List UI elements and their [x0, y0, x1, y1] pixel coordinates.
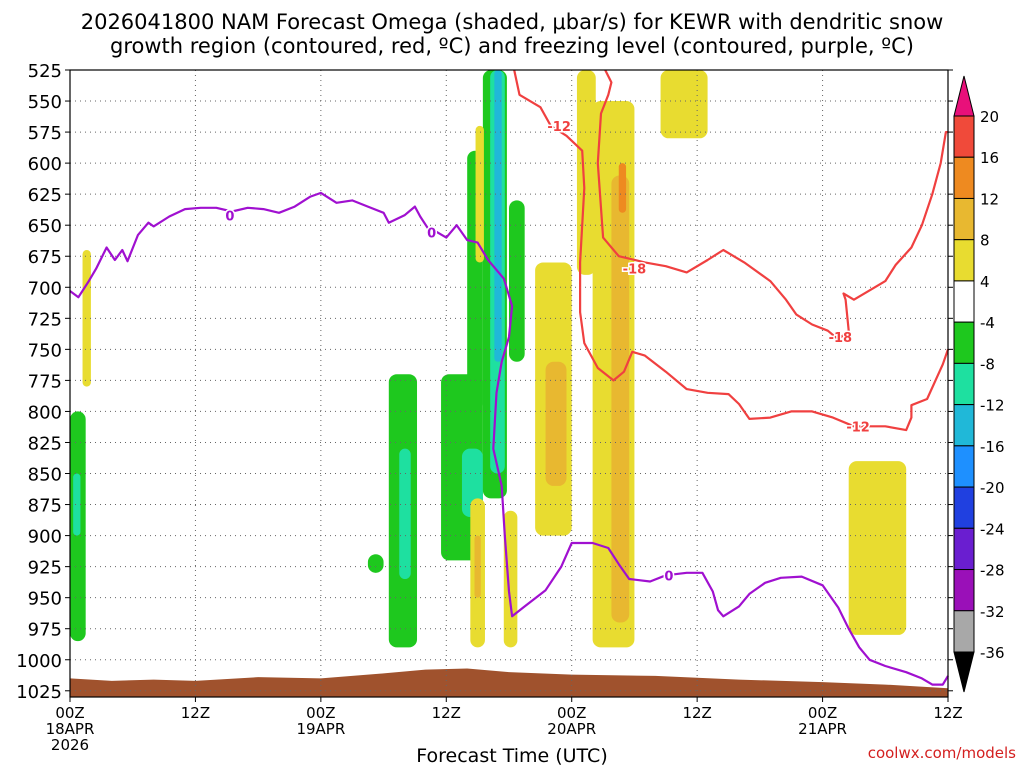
colorbar-box — [953, 527, 975, 571]
colorbar-label: 16 — [980, 149, 999, 167]
contour-labels: 0 0 0 -12 -18 -18 -12 — [224, 118, 871, 585]
y-tick-label: 925 — [28, 558, 62, 579]
contour-label: 0 — [225, 209, 234, 224]
x-tick-date: 19APR — [296, 720, 345, 738]
y-tick-label: 775 — [28, 371, 62, 392]
axes: 525 550 575 600 625 650 675 700 725 750 775 800 825 8… — [16, 61, 963, 754]
terrain-fill — [70, 668, 948, 697]
x-axis-title: Forecast Time (UTC) — [416, 745, 608, 767]
contour-label: -12 — [846, 420, 870, 435]
y-tick-label: 700 — [28, 278, 62, 299]
omega-cell — [618, 163, 627, 213]
x-tick-label: 12Z — [432, 704, 461, 722]
chart-title-line-1: 2026041800 NAM Forecast Omega (shaded, μ… — [80, 10, 944, 34]
omega-cell — [509, 200, 525, 362]
credit-text: coolwx.com/models — [867, 744, 1016, 762]
colorbar-label: -4 — [980, 314, 995, 332]
x-tick-date: 21APR — [798, 720, 847, 738]
colorbar-label: -12 — [980, 397, 1005, 415]
y-tick-label: 1025 — [16, 682, 62, 703]
x-tick-date: 20APR — [547, 720, 596, 738]
dgz-contour — [596, 69, 948, 341]
omega-cell — [660, 70, 708, 139]
y-tick-label: 575 — [28, 123, 62, 144]
omega-cell — [545, 361, 567, 486]
colorbar-box — [953, 404, 975, 447]
contour-lines — [69, 69, 950, 686]
colorbar-label: 8 — [980, 232, 990, 250]
y-tick-label: 550 — [28, 92, 62, 113]
contour-label: -12 — [547, 120, 571, 135]
x-tick-label: 12Z — [933, 704, 962, 722]
colorbar-label: 4 — [980, 273, 990, 291]
omega-cell — [848, 461, 907, 635]
colorbar-label: -8 — [980, 355, 995, 373]
y-tick-label: 625 — [28, 185, 62, 206]
colorbar-label: -36 — [980, 644, 1005, 662]
colorbar-label: 20 — [980, 108, 999, 126]
x-tick-label: 00Z — [55, 704, 84, 722]
colorbar-box — [953, 321, 975, 364]
colorbar-label: -16 — [980, 438, 1005, 456]
colorbar-box — [953, 197, 975, 241]
colorbar-label: -28 — [980, 562, 1005, 580]
y-tick-label: 600 — [28, 154, 62, 175]
colorbar-arrow-top — [953, 75, 975, 117]
y-tick-label: 650 — [28, 216, 62, 237]
colorbar-box — [953, 445, 975, 488]
y-tick-label: 975 — [28, 620, 62, 641]
y-tick-label: 950 — [28, 589, 62, 610]
omega-cell — [503, 510, 518, 648]
contour-label: 0 — [427, 227, 436, 242]
y-tick-label: 525 — [28, 61, 62, 82]
x-tick-label: 00Z — [306, 704, 335, 722]
colorbar: 20 16 12 8 4 -4 -8 -12 -16 -20 -24 -28 -32 -36 — [953, 75, 1005, 693]
colorbar-label: 12 — [980, 190, 999, 208]
dgz-contour — [513, 69, 950, 432]
colorbar-box — [953, 569, 975, 612]
chart-title-line-2: growth region (contoured, red, ºC) and f… — [110, 34, 914, 58]
omega-cell — [494, 70, 502, 362]
freezing-level-contour — [69, 191, 949, 686]
omega-cell — [474, 535, 481, 598]
y-tick-label: 750 — [28, 340, 62, 361]
omega-cell — [73, 473, 81, 536]
y-tick-label: 1000 — [16, 651, 62, 672]
x-tick-date: 18APR — [46, 720, 95, 738]
x-tick-label: 12Z — [181, 704, 210, 722]
colorbar-label: -20 — [980, 479, 1005, 497]
omega-cell — [475, 125, 484, 263]
colorbar-box — [953, 156, 975, 199]
colorbar-arrow-bottom — [953, 651, 975, 693]
omega-cell — [367, 554, 384, 573]
x-tick-label: 12Z — [682, 704, 711, 722]
x-tick-label: 00Z — [808, 704, 837, 722]
contour-label: -18 — [623, 263, 647, 278]
x-tick-label: 00Z — [557, 704, 586, 722]
y-tick-label: 800 — [28, 402, 62, 423]
omega-cell — [82, 250, 91, 387]
colorbar-box — [953, 486, 975, 529]
colorbar-box — [953, 610, 975, 653]
colorbar-box — [953, 362, 975, 406]
y-tick-label: 675 — [28, 247, 62, 268]
y-tick-label: 825 — [28, 433, 62, 454]
y-tick-label: 725 — [28, 309, 62, 330]
y-tick-label: 900 — [28, 527, 62, 548]
contour-label: -18 — [829, 331, 853, 346]
colorbar-label: -24 — [980, 520, 1005, 538]
omega-cell — [399, 448, 411, 580]
colorbar-box — [953, 115, 975, 158]
contour-label: 0 — [664, 569, 673, 584]
x-tick-year: 2026 — [51, 736, 89, 754]
colorbar-box — [953, 280, 975, 323]
colorbar-label: -32 — [980, 603, 1005, 621]
y-tick-label: 850 — [28, 465, 62, 486]
colorbar-box — [953, 239, 975, 282]
terrain-layer — [70, 668, 948, 697]
y-tick-label: 875 — [28, 496, 62, 517]
plot-frame — [69, 69, 949, 698]
